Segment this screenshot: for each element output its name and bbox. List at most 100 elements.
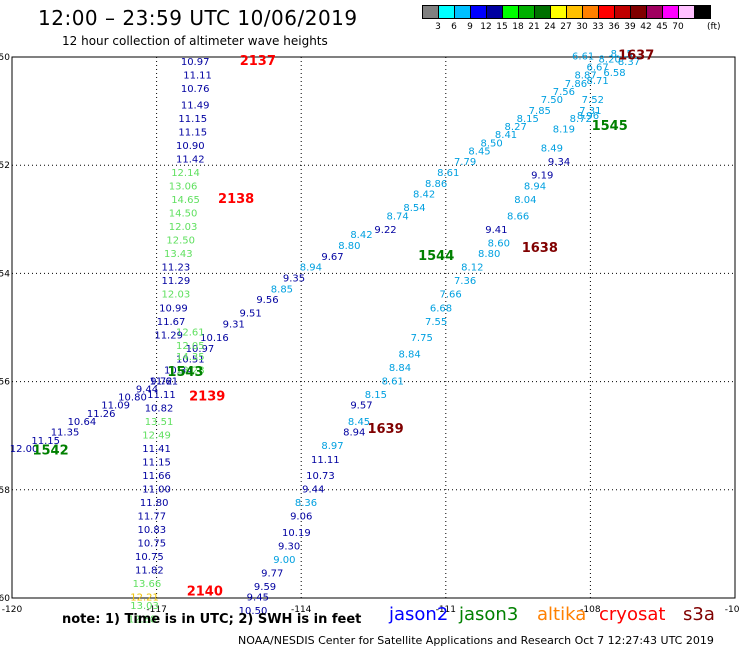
x-tick-label: -111 [436, 605, 456, 615]
wave-height-value: 8.15 [365, 390, 387, 401]
wave-height-value: 11.00 [142, 485, 171, 496]
wave-height-value: 9.06 [290, 512, 312, 523]
footnote: note: 1) Time is in UTC; 2) SWH is in fe… [62, 612, 362, 627]
x-tick-label: -120 [2, 605, 23, 615]
wave-height-value: 11.66 [142, 471, 171, 482]
color-scale-label: 9 [467, 22, 473, 32]
wave-height-value: 6.68 [430, 303, 452, 314]
wave-height-value: 10.73 [306, 471, 335, 482]
wave-height-value: 10.80 [118, 393, 147, 404]
wave-height-value: 8.71 [586, 76, 608, 87]
pass-time-label: 1639 [367, 422, 403, 437]
color-scale-label: 27 [560, 22, 572, 32]
x-tick-label: -117 [146, 605, 166, 615]
wave-height-value: 8.60 [488, 238, 510, 249]
wave-height-value: 8.45 [348, 417, 370, 428]
page-subtitle: 12 hour collection of altimeter wave hei… [62, 34, 328, 48]
wave-height-value: 11.49 [181, 100, 210, 111]
color-scale-swatch [694, 5, 711, 19]
wave-height-value: 10.75 [135, 552, 164, 563]
wave-height-value: 11.09 [101, 401, 130, 412]
wave-height-value: 8.15 [517, 114, 539, 125]
wave-height-value: 10.19 [282, 528, 311, 539]
wave-height-value: 8.54 [403, 203, 425, 214]
wave-height-value: 9.59 [254, 582, 276, 593]
wave-height-value: 8.36 [295, 498, 317, 509]
wave-height-value: 9.67 [321, 252, 343, 263]
wave-height-value: 11.15 [178, 114, 207, 125]
wave-height-value: 10.64 [68, 417, 97, 428]
wave-height-value: 10.51 [176, 355, 205, 366]
wave-height-value: 11.61 [150, 376, 179, 387]
wave-height-value: 9.56 [256, 295, 278, 306]
color-scale-label: 18 [512, 22, 524, 32]
wave-height-value: 10.97 [181, 57, 210, 68]
wave-height-value: 12.88 [128, 614, 157, 625]
wave-height-value: 10.97 [186, 344, 215, 355]
wave-height-value: 9.41 [485, 225, 507, 236]
wave-height-value: 8.84 [389, 363, 411, 374]
pass-time-label: 1542 [32, 444, 68, 459]
wave-height-value: 11.15 [142, 457, 171, 468]
wave-height-value: 11.15 [31, 436, 60, 447]
wave-height-value: 14.50 [169, 209, 198, 220]
color-scale-unit: (ft) [707, 22, 721, 32]
wave-height-value: 9.22 [374, 225, 396, 236]
wave-height-value: 8.80 [338, 241, 360, 252]
y-tick-label: -60 [0, 594, 10, 604]
wave-height-value: 10.83 [137, 525, 166, 536]
wave-height-value: 7.50 [541, 95, 563, 106]
color-scale-label: 12 [480, 22, 492, 32]
wave-height-value: 9.44 [302, 485, 324, 496]
legend-entry-jason3: jason3 [459, 604, 519, 625]
wave-height-value: 7.52 [582, 95, 604, 106]
pass-time-label: 1637 [618, 49, 654, 64]
wave-height-value: 8.97 [321, 441, 343, 452]
wave-height-value: 6.61 [572, 52, 594, 63]
wave-height-value: 8.87 [574, 71, 596, 82]
color-scale-label: 21 [528, 22, 540, 32]
wave-height-value: 8.45 [468, 146, 490, 157]
wave-height-value: 8.94 [300, 263, 322, 274]
wave-height-value: 8.72 [570, 114, 592, 125]
wave-height-value: 13.28 [176, 365, 205, 376]
color-scale-label: 70 [672, 22, 684, 32]
wave-height-value: 9.57 [350, 401, 372, 412]
x-tick-label: -105 [725, 605, 740, 615]
wave-height-value: 11.29 [154, 330, 183, 341]
wave-height-value: 7.79 [454, 157, 476, 168]
wave-height-value: 12.05 [176, 341, 205, 352]
wave-height-value: 8.94 [343, 428, 365, 439]
wave-height-value: 8.74 [386, 211, 408, 222]
wave-height-value: 10.34 [164, 365, 193, 376]
wave-height-value: 12.14 [171, 168, 200, 179]
wave-height-value: 10.50 [239, 606, 268, 617]
wave-height-value: 8.42 [350, 230, 372, 241]
wave-height-value: 8.42 [413, 190, 435, 201]
wave-height-value: 8.37 [618, 57, 640, 68]
y-tick-label: -54 [0, 269, 10, 279]
pass-time-label: 2137 [240, 54, 276, 69]
wave-height-value: 8.12 [461, 263, 483, 274]
wave-height-value: 8.20 [599, 54, 621, 65]
wave-height-value: 11.11 [311, 455, 340, 466]
legend-entry-cryosat: cryosat [599, 604, 666, 625]
wave-height-value: 11.11 [147, 390, 176, 401]
pass-time-label: 2139 [189, 390, 225, 405]
pass-time-label: 1545 [592, 119, 628, 134]
wave-height-value: 7.85 [529, 106, 551, 117]
y-tick-label: -58 [0, 486, 10, 496]
wave-height-value: 9.51 [239, 309, 261, 320]
wave-height-value: 11.26 [87, 409, 116, 420]
wave-height-value: 13.06 [169, 182, 198, 193]
plot-frame [11, 56, 736, 599]
wave-height-value: 11.15 [178, 127, 207, 138]
legend-entry-s3a: s3a [683, 604, 715, 625]
wave-height-value: 10.99 [159, 303, 188, 314]
wave-height-value: 7.56 [553, 87, 575, 98]
wave-height-value: 9.72 [150, 376, 172, 387]
wave-height-value: 11.77 [137, 512, 166, 523]
wave-height-value: 9.30 [278, 541, 300, 552]
wave-height-value: 12.61 [176, 328, 205, 339]
